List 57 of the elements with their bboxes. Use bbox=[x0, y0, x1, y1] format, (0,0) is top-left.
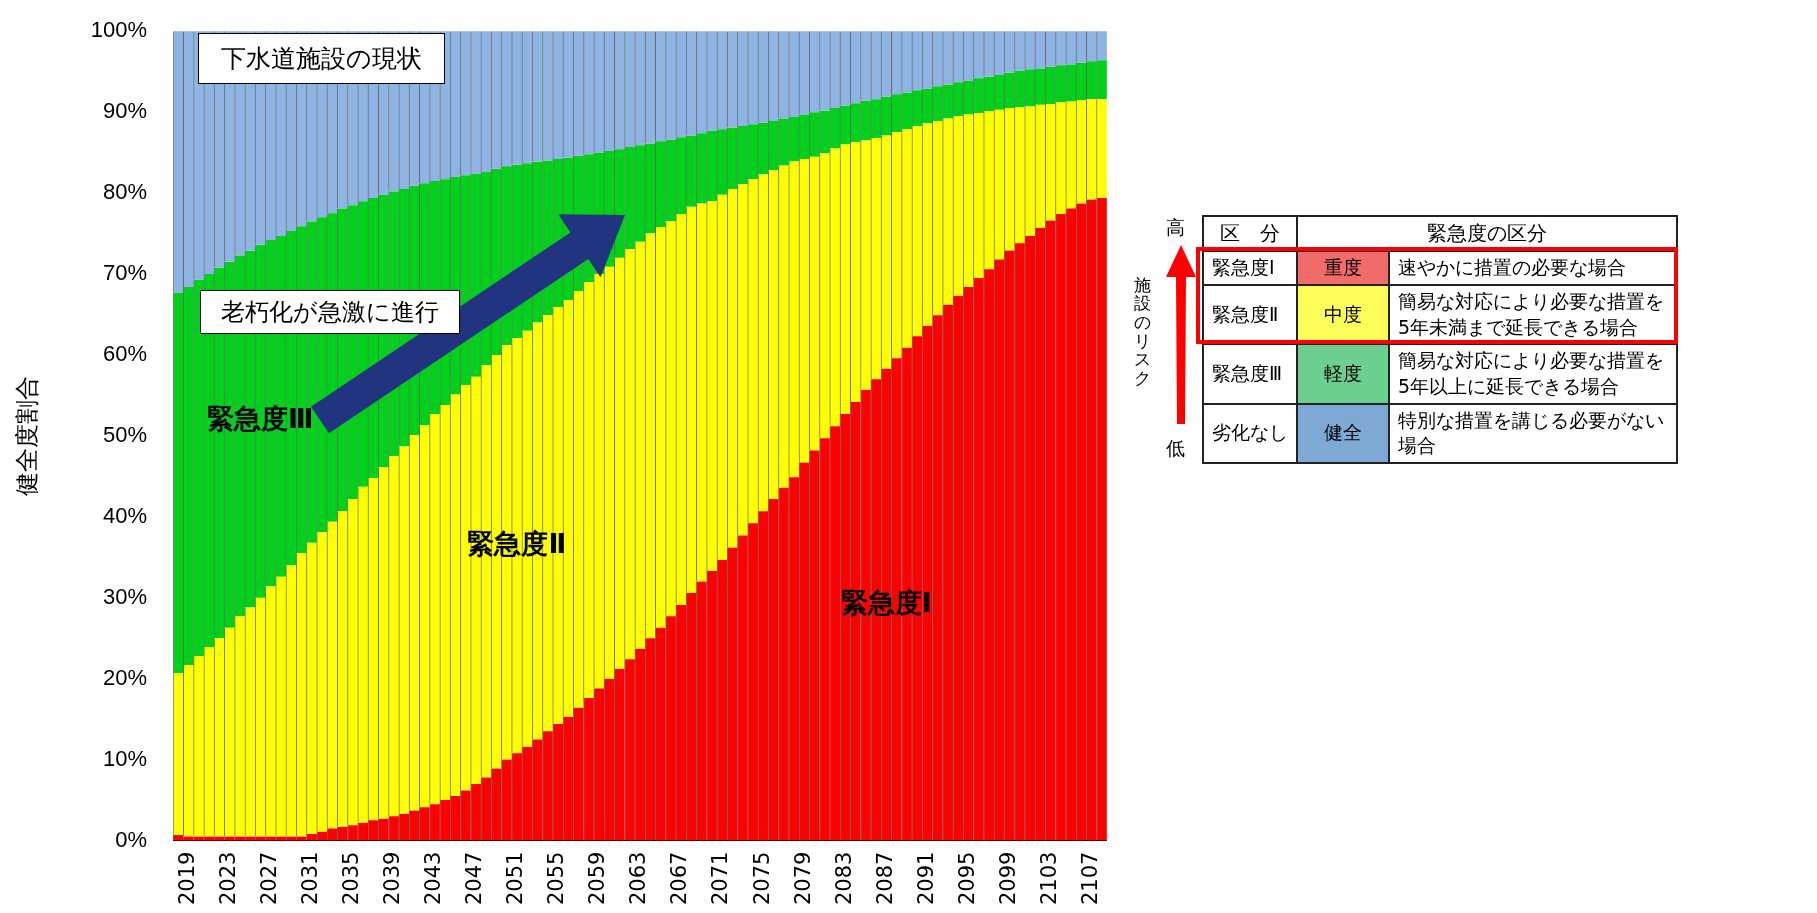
series-label: 緊急度Ⅱ bbox=[467, 527, 567, 559]
annotation: 老朽化が急激に進行 bbox=[200, 290, 460, 334]
y-tick-label: 0% bbox=[115, 826, 148, 852]
y-tick-label: 30% bbox=[103, 583, 148, 609]
x-tick-label: 2023 bbox=[215, 851, 240, 906]
x-tick-label: 2059 bbox=[585, 851, 610, 906]
text: 健全 bbox=[1297, 403, 1389, 463]
x-tick-label: 2055 bbox=[544, 851, 569, 906]
text: 速やかに措置の必要な場合 bbox=[1389, 251, 1677, 285]
text: 簡易な対応により必要な措置を5年未満まで延長できる場合 bbox=[1389, 285, 1677, 345]
text: 劣化なし bbox=[1203, 403, 1297, 463]
x-tick-label: 2079 bbox=[790, 851, 815, 906]
text: 特別な措置を講じる必要がない場合 bbox=[1389, 403, 1677, 463]
text: 下水道施設の現状 bbox=[198, 33, 446, 85]
x-tick-label: 2107 bbox=[1077, 851, 1102, 906]
x-tick-label: 2039 bbox=[380, 851, 405, 906]
x-tick-label: 2071 bbox=[708, 851, 733, 906]
text: 緊急度Ⅰ bbox=[1203, 251, 1297, 285]
x-tick-label: 2035 bbox=[339, 851, 364, 906]
x-tick-label: 2043 bbox=[421, 851, 446, 906]
x-tick-label: 2075 bbox=[749, 851, 774, 906]
y-axis-title: 健全度割合 bbox=[12, 375, 41, 496]
series-label: 緊急度Ⅰ bbox=[840, 586, 932, 618]
text: 軽度 bbox=[1297, 344, 1389, 404]
y-tick-label: 80% bbox=[103, 179, 148, 205]
text: 施設のリスク bbox=[1134, 274, 1152, 388]
text: 中度 bbox=[1297, 285, 1389, 345]
x-tick-label: 2051 bbox=[503, 851, 528, 906]
x-tick-label: 2067 bbox=[667, 851, 692, 906]
text: 緊急度Ⅲ bbox=[1203, 344, 1297, 404]
x-tick-label: 2047 bbox=[462, 851, 487, 906]
text: 高 bbox=[1166, 215, 1185, 240]
x-tick-label: 2019 bbox=[174, 851, 199, 906]
x-tick-label: 2083 bbox=[831, 851, 856, 906]
text: 低 bbox=[1166, 436, 1185, 461]
x-tick-label: 2031 bbox=[298, 851, 323, 906]
y-tick-label: 40% bbox=[103, 502, 148, 528]
text: 重度 bbox=[1297, 251, 1389, 285]
text: 簡易な対応により必要な措置を5年以上に延長できる場合 bbox=[1389, 344, 1677, 404]
x-tick-label: 2091 bbox=[913, 851, 938, 906]
y-tick-label: 70% bbox=[103, 260, 148, 286]
x-tick-label: 2063 bbox=[626, 851, 651, 906]
text: 区 分 bbox=[1203, 216, 1297, 251]
y-tick-label: 50% bbox=[103, 421, 148, 447]
x-tick-label: 2087 bbox=[872, 851, 897, 906]
text: 緊急度Ⅱ bbox=[1203, 285, 1297, 345]
x-tick-label: 2027 bbox=[257, 851, 281, 906]
y-tick-label: 100% bbox=[90, 17, 148, 43]
series-label: 緊急度Ⅲ bbox=[207, 403, 314, 435]
text: 緊急度の区分 bbox=[1297, 216, 1677, 251]
y-tick-label: 60% bbox=[103, 341, 148, 367]
x-tick-label: 2103 bbox=[1036, 851, 1061, 906]
y-tick-label: 90% bbox=[103, 98, 148, 124]
x-tick-label: 2099 bbox=[995, 851, 1020, 906]
y-tick-label: 20% bbox=[103, 664, 148, 690]
y-tick-label: 10% bbox=[103, 745, 148, 771]
x-tick-label: 2095 bbox=[954, 851, 979, 906]
